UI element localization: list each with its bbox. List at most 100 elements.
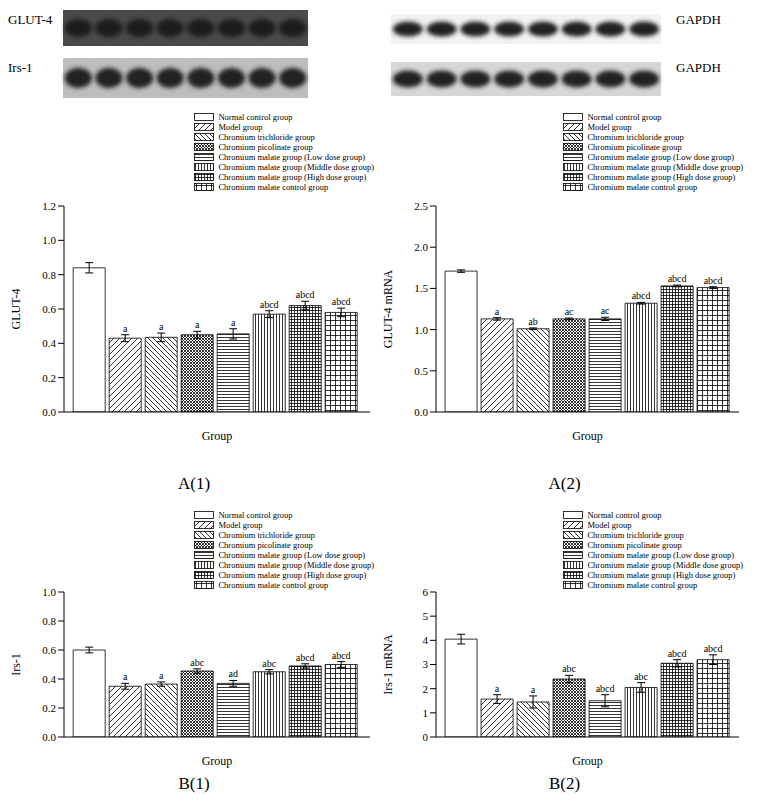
html-text:Chromium malate control group: Chromium malate control group <box>218 580 329 590</box>
svg-text:ab: ab <box>528 316 537 327</box>
svg-text:ac: ac <box>565 306 574 317</box>
svg-text:0: 0 <box>423 731 429 743</box>
html-text:Chromium malate group (Low dos: Chromium malate group (Low dose group) <box>587 152 734 162</box>
svg-text:a: a <box>195 319 200 330</box>
svg-text:a: a <box>159 321 164 332</box>
html-text:Chromium malate group (High do: Chromium malate group (High dose group) <box>218 570 367 580</box>
svg-text:GLUT-4 mRNA: GLUT-4 mRNA <box>381 269 395 348</box>
svg-text:Group: Group <box>202 429 233 443</box>
html-text:Chromium trichloride group: Chromium trichloride group <box>587 530 684 540</box>
html-text:A(1): A(1) <box>177 474 210 493</box>
html-text:Chromium malate control group: Chromium malate control group <box>587 182 698 192</box>
html-text:Chromium picolinate group: Chromium picolinate group <box>218 142 313 152</box>
html-text:Model group: Model group <box>587 122 632 132</box>
svg-text:abcd: abcd <box>296 289 315 300</box>
svg-text:abcd: abcd <box>332 650 351 661</box>
svg-text:0.6: 0.6 <box>42 303 56 315</box>
svg-text:1.0: 1.0 <box>42 234 56 246</box>
html-text:Chromium picolinate group: Chromium picolinate group <box>587 540 682 550</box>
svg-text:a: a <box>159 670 164 681</box>
svg-text:4: 4 <box>423 634 429 646</box>
svg-text:1: 1 <box>423 707 429 719</box>
svg-text:Irs-1: Irs-1 <box>8 60 33 75</box>
svg-text:a: a <box>231 317 236 328</box>
html-text:Chromium malate group (Low dos: Chromium malate group (Low dose group) <box>218 550 365 560</box>
svg-text:abcd: abcd <box>704 275 723 286</box>
svg-text:abc: abc <box>562 663 576 674</box>
svg-text:Irs-1: Irs-1 <box>9 653 23 676</box>
html-text:B(2): B(2) <box>548 774 581 793</box>
svg-text:2.5: 2.5 <box>414 200 428 212</box>
svg-text:ad: ad <box>228 668 237 679</box>
html-text:Chromium trichloride group: Chromium trichloride group <box>218 132 315 142</box>
svg-text:a: a <box>495 306 500 317</box>
html-text:Chromium malate group (Middle: Chromium malate group (Middle dose group… <box>587 162 743 172</box>
svg-text:abc: abc <box>262 658 276 669</box>
svg-text:abcd: abcd <box>260 299 279 310</box>
html-text:Chromium trichloride group: Chromium trichloride group <box>587 132 684 142</box>
svg-text:0.2: 0.2 <box>42 372 56 384</box>
html-text:Chromium malate group (Low dos: Chromium malate group (Low dose group) <box>218 152 365 162</box>
svg-text:0.8: 0.8 <box>42 615 56 627</box>
svg-text:0.0: 0.0 <box>414 406 428 418</box>
html-text:Chromium malate group (High do: Chromium malate group (High dose group) <box>587 172 736 182</box>
svg-text:abcd: abcd <box>704 643 723 654</box>
html-text:Chromium malate group (Middle: Chromium malate group (Middle dose group… <box>218 560 374 570</box>
svg-text:0.0: 0.0 <box>42 731 56 743</box>
svg-text:0.4: 0.4 <box>42 337 56 349</box>
html-text:Normal control group: Normal control group <box>587 112 662 122</box>
html-text:Normal control group: Normal control group <box>218 510 293 520</box>
svg-text:0.8: 0.8 <box>42 269 56 281</box>
svg-text:1.2: 1.2 <box>42 200 56 212</box>
html-text:Model group: Model group <box>218 122 263 132</box>
svg-text:3: 3 <box>423 658 429 670</box>
svg-text:2: 2 <box>423 683 429 695</box>
svg-text:a: a <box>495 683 500 694</box>
svg-text:a: a <box>531 684 536 695</box>
html-text:Normal control group: Normal control group <box>218 112 293 122</box>
html-text:Chromium picolinate group: Chromium picolinate group <box>587 142 682 152</box>
svg-text:abc: abc <box>190 657 204 668</box>
html-text:Model group: Model group <box>218 520 263 530</box>
html-text:Chromium malate control group: Chromium malate control group <box>218 182 329 192</box>
svg-text:abcd: abcd <box>632 290 651 301</box>
html-text:Chromium malate group (Middle: Chromium malate group (Middle dose group… <box>218 162 374 172</box>
svg-text:1.0: 1.0 <box>42 586 56 598</box>
svg-text:0.0: 0.0 <box>42 406 56 418</box>
svg-text:abc: abc <box>634 671 648 682</box>
svg-text:1.0: 1.0 <box>414 324 428 336</box>
html-text:Chromium picolinate group: Chromium picolinate group <box>218 540 313 550</box>
svg-text:abcd: abcd <box>332 296 351 307</box>
svg-text:abcd: abcd <box>296 652 315 663</box>
svg-text:GAPDH: GAPDH <box>676 60 721 75</box>
svg-text:Group: Group <box>572 754 603 768</box>
svg-text:1.5: 1.5 <box>414 282 428 294</box>
svg-text:ac: ac <box>601 305 610 316</box>
svg-text:GLUT-4: GLUT-4 <box>9 289 23 330</box>
svg-text:Group: Group <box>572 429 603 443</box>
html-text:Chromium trichloride group: Chromium trichloride group <box>218 530 315 540</box>
html-text:Chromium malate group (Low dos: Chromium malate group (Low dose group) <box>587 550 734 560</box>
svg-text:Group: Group <box>202 754 233 768</box>
svg-text:Irs-1 mRNA: Irs-1 mRNA <box>381 634 395 695</box>
svg-text:5: 5 <box>423 610 429 622</box>
svg-text:abcd: abcd <box>668 648 687 659</box>
html-text:A(2): A(2) <box>548 474 581 493</box>
svg-text:a: a <box>123 671 128 682</box>
svg-text:GLUT-4: GLUT-4 <box>8 12 53 27</box>
svg-text:0.2: 0.2 <box>42 702 56 714</box>
html-text:Normal control group: Normal control group <box>587 510 662 520</box>
svg-text:abcd: abcd <box>596 683 615 694</box>
svg-text:GAPDH: GAPDH <box>676 12 721 27</box>
svg-text:0.5: 0.5 <box>414 365 428 377</box>
svg-text:2.0: 2.0 <box>414 241 428 253</box>
svg-text:abcd: abcd <box>668 273 687 284</box>
html-text:Chromium malate group (Middle: Chromium malate group (Middle dose group… <box>587 560 743 570</box>
html-text:Model group: Model group <box>587 520 632 530</box>
svg-text:6: 6 <box>423 586 429 598</box>
svg-text:a: a <box>123 323 128 334</box>
svg-text:0.6: 0.6 <box>42 644 56 656</box>
html-text:Chromium malate group (High do: Chromium malate group (High dose group) <box>218 172 367 182</box>
svg-text:0.4: 0.4 <box>42 673 56 685</box>
html-text:B(1): B(1) <box>178 774 210 793</box>
